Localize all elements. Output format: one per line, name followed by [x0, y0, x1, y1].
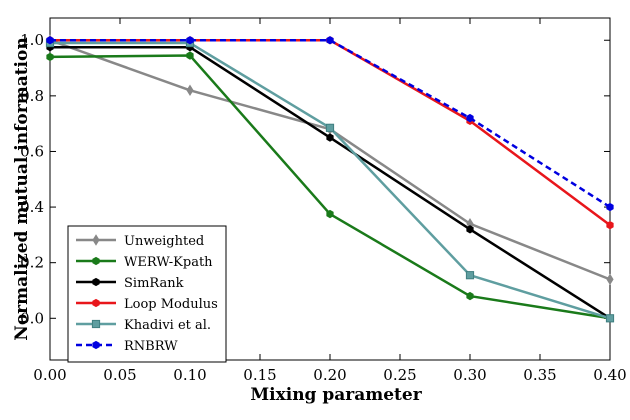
- x-tick-label: 0.05: [103, 366, 136, 384]
- y-tick-label: 0.0: [20, 309, 44, 327]
- y-tick-label: 0.6: [20, 142, 44, 160]
- legend-marker: [92, 298, 100, 308]
- data-point: [606, 220, 614, 230]
- x-axis-label: Mixing parameter: [250, 385, 422, 405]
- data-point: [326, 133, 334, 142]
- data-point: [605, 314, 615, 323]
- x-tick-label: 0.35: [523, 366, 556, 384]
- legend-entry: Unweighted: [76, 234, 204, 249]
- data-point: [46, 36, 54, 45]
- x-tick-label: 0.40: [593, 366, 626, 384]
- x-tick-label: 0.10: [173, 366, 206, 384]
- data-point: [326, 209, 334, 219]
- legend-entry: Loop Modulus: [76, 297, 218, 312]
- legend-entry: Khadivi et al.: [76, 318, 211, 333]
- legend-label: Unweighted: [124, 234, 204, 249]
- data-point: [606, 273, 614, 286]
- legend-marker: [92, 340, 100, 350]
- data-point: [466, 291, 474, 301]
- legend-label: Khadivi et al.: [124, 318, 211, 333]
- legend-marker: [92, 256, 100, 266]
- y-tick-label: 0.4: [20, 198, 44, 216]
- data-point: [46, 52, 54, 62]
- legend-entry: RNBRW: [76, 339, 178, 354]
- data-point: [186, 51, 194, 60]
- data-point: [186, 84, 194, 97]
- x-tick-label: 0.15: [243, 366, 276, 384]
- data-point: [466, 113, 474, 123]
- legend-label: WERW-Kpath: [124, 255, 213, 270]
- legend-label: SimRank: [124, 276, 184, 291]
- data-point: [465, 271, 475, 280]
- legend-label: Loop Modulus: [124, 297, 218, 312]
- data-point: [326, 36, 334, 45]
- y-tick-label: 0.2: [20, 254, 44, 272]
- y-tick-label: 1.0: [20, 31, 44, 49]
- x-tick-label: 0.20: [313, 366, 346, 384]
- x-tick-label: 0.00: [33, 366, 66, 384]
- data-point: [466, 225, 474, 234]
- data-point: [325, 123, 335, 132]
- legend-marker: [91, 319, 101, 329]
- y-axis-label: Normalized mutual information: [12, 37, 32, 340]
- plot-area: 0.00 0.05 0.10 0.15 0.20 0.25 0.30 0.35 0.40 0.0 0…: [20, 17, 627, 384]
- x-tick-label: 0.25: [383, 366, 416, 384]
- data-point: [606, 202, 614, 212]
- legend-entry: SimRank: [76, 276, 184, 291]
- legend-box: [67, 225, 227, 363]
- legend-label: RNBRW: [124, 339, 178, 354]
- legend-marker: [92, 277, 100, 287]
- legend: Unweighted WERW-Kpath SimRank Loop Modulus K…: [67, 225, 227, 363]
- series-rnbrw: [46, 36, 614, 212]
- data-point: [186, 36, 194, 45]
- legend-entry: WERW-Kpath: [76, 255, 213, 270]
- x-tick-label: 0.30: [453, 366, 486, 384]
- y-tick-label: 0.8: [20, 87, 44, 105]
- legend-marker: [92, 234, 100, 246]
